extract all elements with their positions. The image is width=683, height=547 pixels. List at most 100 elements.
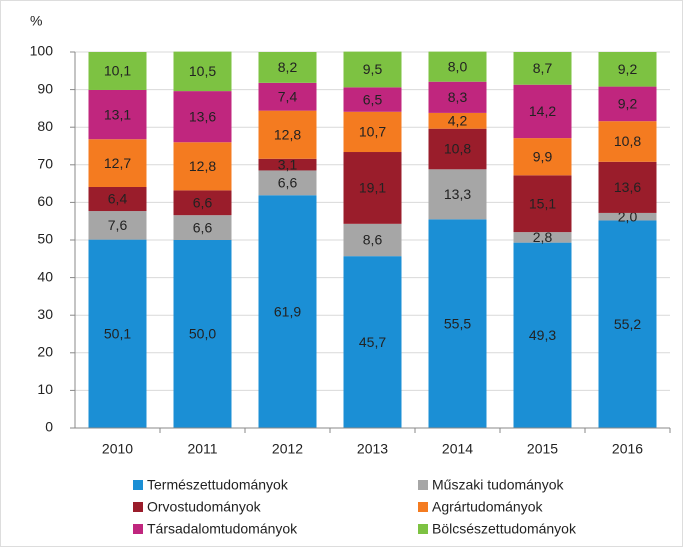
value-label: 13,1 bbox=[104, 106, 131, 122]
value-label: 14,2 bbox=[529, 103, 556, 119]
legend-label: Orvostudományok bbox=[147, 499, 262, 515]
y-tick-label: 0 bbox=[45, 419, 53, 435]
y-tick-label: 80 bbox=[37, 118, 53, 134]
value-label: 6,6 bbox=[193, 194, 213, 210]
value-label: 6,6 bbox=[193, 219, 213, 235]
bar-segment bbox=[88, 139, 147, 187]
y-tick-label: 40 bbox=[37, 268, 53, 284]
y-tick-label: 50 bbox=[37, 231, 53, 247]
value-label: 8,3 bbox=[448, 89, 468, 105]
bar-segment bbox=[598, 212, 657, 221]
bar-segment bbox=[513, 138, 572, 176]
y-tick-label: 60 bbox=[37, 193, 53, 209]
y-tick-label: 20 bbox=[37, 344, 53, 360]
value-label: 10,8 bbox=[444, 141, 471, 157]
bar-segment bbox=[428, 219, 487, 428]
legend-swatch bbox=[133, 502, 143, 512]
value-label: 10,5 bbox=[189, 63, 216, 79]
bar-segment bbox=[173, 190, 232, 216]
y-axis-label: % bbox=[30, 13, 42, 29]
bar-segment bbox=[428, 81, 487, 113]
value-label: 55,2 bbox=[614, 316, 641, 332]
legend-label: Társadalomtudományok bbox=[147, 521, 298, 537]
bar-segment bbox=[173, 51, 232, 92]
bar-segment bbox=[258, 195, 317, 428]
y-tick-label: 90 bbox=[37, 80, 53, 96]
value-label: 8,0 bbox=[448, 58, 468, 74]
bar-segment bbox=[173, 215, 232, 240]
bar-segment bbox=[513, 232, 572, 243]
value-label: 12,7 bbox=[104, 155, 131, 171]
value-label: 4,2 bbox=[448, 113, 468, 129]
x-tick-label: 2011 bbox=[187, 441, 217, 457]
bar-segment bbox=[88, 186, 147, 212]
bar-segment bbox=[428, 169, 487, 220]
value-label: 10,7 bbox=[359, 124, 386, 140]
value-label: 9,2 bbox=[618, 96, 638, 112]
value-label: 55,5 bbox=[444, 315, 471, 331]
bar-segment bbox=[598, 121, 657, 162]
value-label: 13,6 bbox=[189, 108, 216, 124]
bar-segment bbox=[513, 52, 572, 85]
bar-segment bbox=[258, 170, 317, 196]
bar-segment bbox=[598, 52, 657, 87]
legend-swatch bbox=[418, 480, 428, 490]
bar-segment bbox=[343, 87, 402, 112]
bar-segment bbox=[88, 239, 147, 428]
bar-segment bbox=[88, 89, 147, 140]
bar-segment bbox=[513, 242, 572, 428]
x-tick-label: 2012 bbox=[272, 441, 303, 457]
legend-swatch bbox=[418, 524, 428, 534]
bar-segment bbox=[173, 142, 232, 191]
bar-segment bbox=[598, 220, 657, 428]
value-label: 12,8 bbox=[274, 126, 301, 142]
x-tick-label: 2015 bbox=[527, 441, 558, 457]
value-label: 10,1 bbox=[104, 63, 131, 79]
bar-segment bbox=[258, 82, 317, 111]
value-label: 2,8 bbox=[533, 229, 553, 245]
x-tick-label: 2014 bbox=[442, 441, 473, 457]
x-tick-label: 2016 bbox=[612, 441, 643, 457]
legend-label: Agrártudományok bbox=[432, 499, 544, 515]
bar-segment bbox=[513, 175, 572, 233]
x-tick-label: 2010 bbox=[102, 441, 133, 457]
bar-segment bbox=[258, 52, 317, 83]
value-label: 12,8 bbox=[189, 158, 216, 174]
value-label: 9,5 bbox=[363, 61, 383, 77]
x-tick-label: 2013 bbox=[357, 441, 388, 457]
value-label: 7,6 bbox=[108, 217, 128, 233]
value-label: 8,7 bbox=[533, 60, 553, 76]
bar-segment bbox=[343, 223, 402, 257]
legend-label: Műszaki tudományok bbox=[432, 477, 565, 493]
legend-swatch bbox=[133, 480, 143, 490]
bar-segment bbox=[88, 211, 147, 240]
value-label: 3,1 bbox=[278, 156, 298, 172]
value-label: 9,2 bbox=[618, 61, 638, 77]
bar-segment bbox=[343, 152, 402, 224]
value-label: 19,1 bbox=[359, 180, 386, 196]
value-label: 15,1 bbox=[529, 195, 556, 211]
bar-segment bbox=[428, 51, 487, 82]
bar-segment bbox=[88, 52, 147, 90]
value-label: 50,1 bbox=[104, 326, 131, 342]
value-label: 13,6 bbox=[614, 179, 641, 195]
value-label: 7,4 bbox=[278, 88, 298, 104]
legend-swatch bbox=[418, 502, 428, 512]
bar-segment bbox=[173, 91, 232, 143]
value-label: 6,6 bbox=[278, 175, 298, 191]
bar-segment bbox=[343, 51, 402, 88]
y-tick-label: 10 bbox=[37, 381, 53, 397]
y-tick-label: 30 bbox=[37, 306, 53, 322]
bar-segment bbox=[428, 112, 487, 129]
legend-label: Természettudományok bbox=[147, 477, 289, 493]
value-label: 9,9 bbox=[533, 148, 553, 164]
bar-segment bbox=[258, 158, 317, 171]
bar-segment bbox=[173, 240, 232, 428]
bar-segment bbox=[343, 256, 402, 428]
bar-segment bbox=[598, 86, 657, 122]
bar-segment bbox=[428, 128, 487, 170]
value-label: 61,9 bbox=[274, 303, 301, 319]
bar-segment bbox=[258, 110, 317, 159]
bar-segment bbox=[598, 161, 657, 213]
